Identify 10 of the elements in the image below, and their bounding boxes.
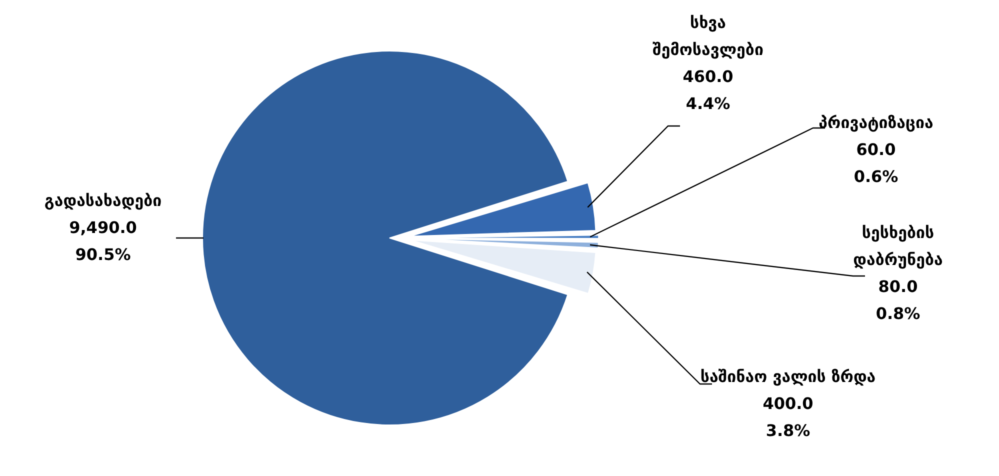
slice-label: სხვა შემოსავლები (652, 13, 764, 60)
slice-label: პრივატიზაცია (818, 113, 934, 132)
slice-label: გადასახადები (44, 191, 162, 210)
slice-label: საშინაო ვალის ზრდა (700, 367, 876, 386)
data-label: 400.0 3.8% (762, 394, 814, 440)
data-label: 60.0 0.6% (854, 140, 898, 186)
data-label: 9,490.0 90.5% (69, 218, 137, 264)
data-label: 460.0 4.4% (682, 67, 734, 114)
slice-label: სესხების დაბრუნება (853, 223, 943, 270)
data-label: 80.0 0.8% (876, 277, 920, 324)
